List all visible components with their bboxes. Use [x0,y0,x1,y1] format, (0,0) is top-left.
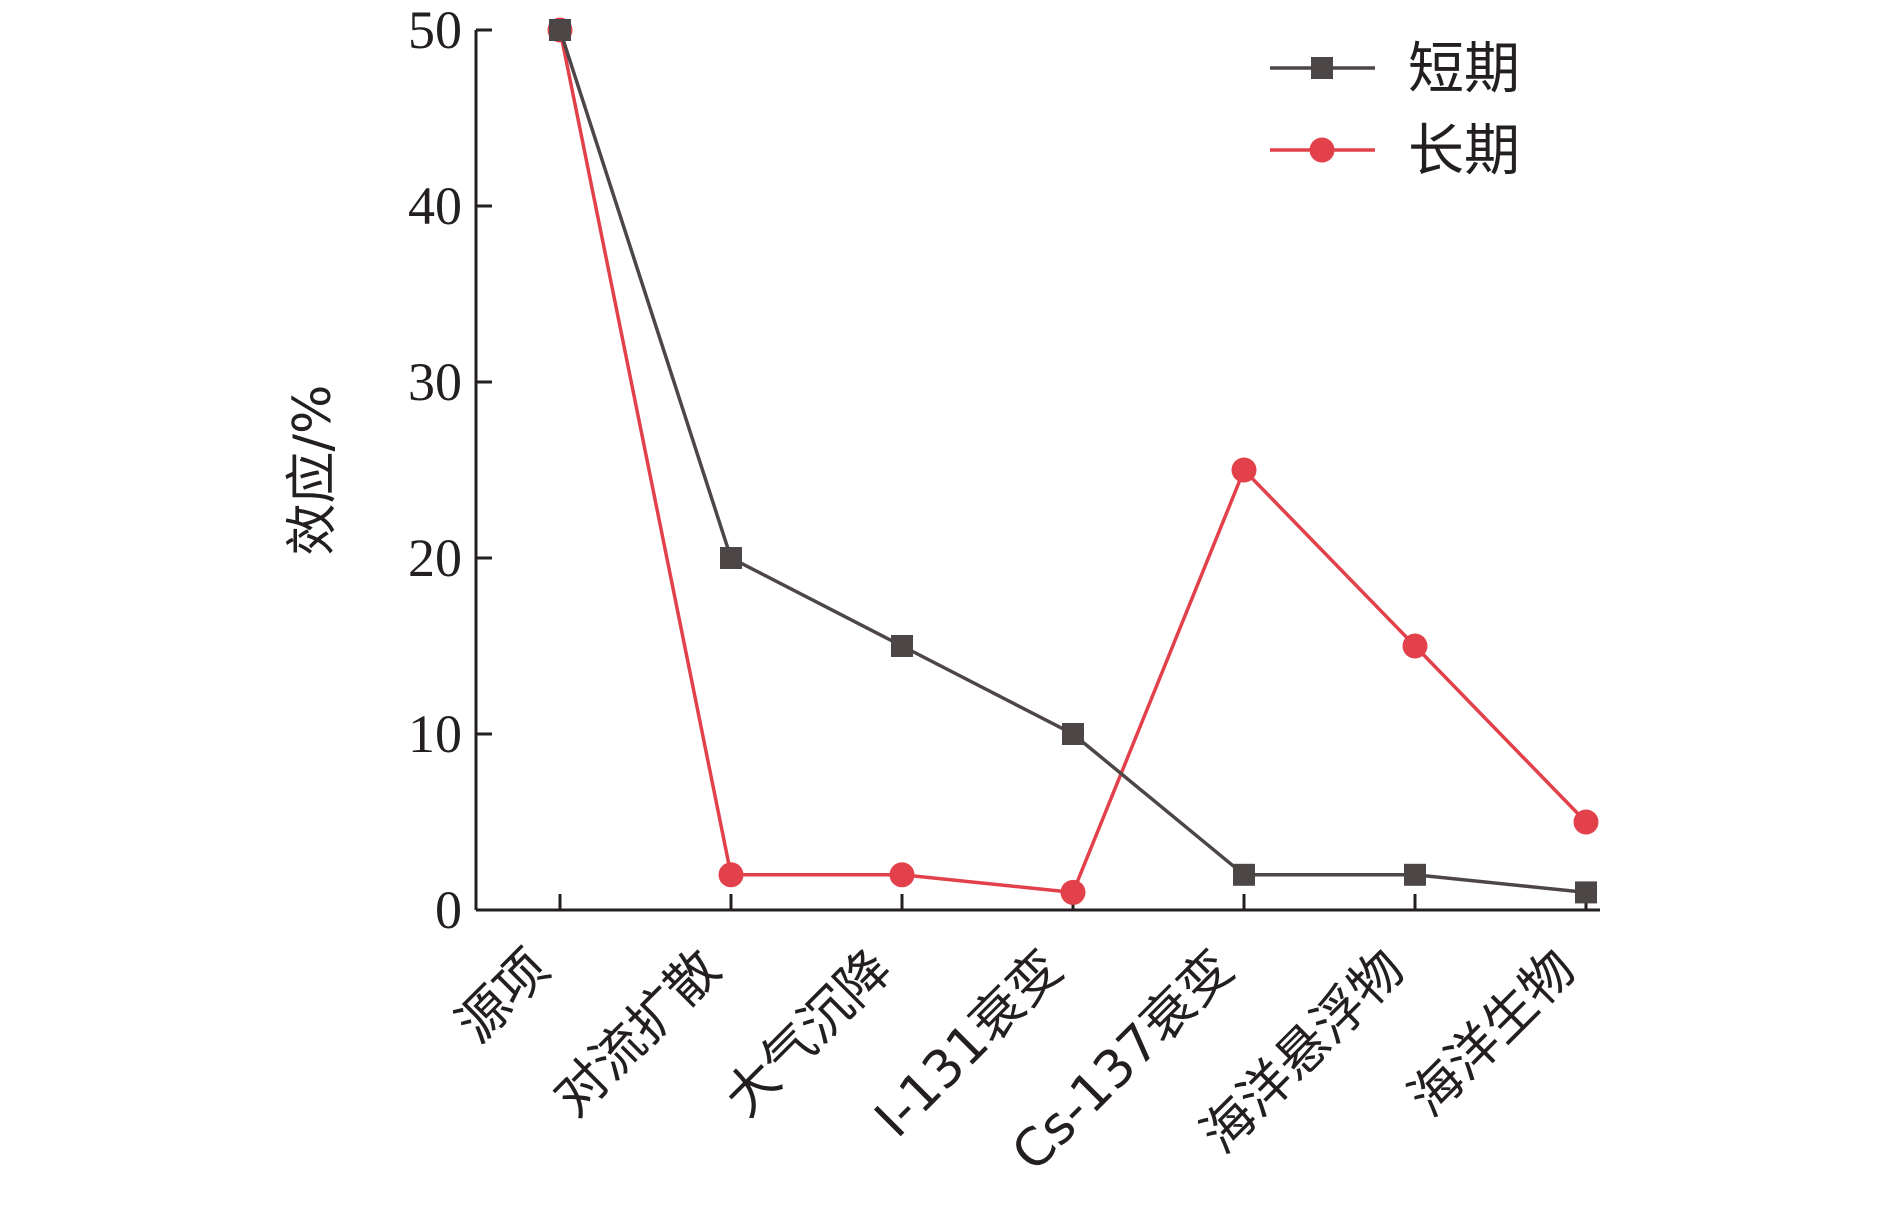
y-tick-label: 0 [435,880,462,940]
data-point [1404,863,1426,886]
y-tick-label: 40 [408,176,462,236]
legend-label: 短期 [1408,37,1520,102]
y-tick-label: 30 [408,352,462,412]
x-tick-label: 源项 [445,939,561,1055]
y-axis-label: 效应/% [283,385,343,556]
data-point [1402,633,1428,659]
series-layer [547,17,1599,905]
legend-marker [1309,137,1335,163]
x-tick-label: 对流扩散 [543,939,733,1129]
data-point [1575,881,1597,904]
data-point [549,19,571,41]
y-tick-label: 20 [408,528,462,588]
data-point [1573,809,1599,835]
data-point [891,635,913,657]
legend-item: 短期 [1270,37,1520,102]
x-tick-label: 海洋生物 [1398,939,1588,1129]
axes [474,30,1600,912]
data-point [889,862,915,888]
series-0 [549,19,1597,904]
data-point [720,547,742,569]
data-point [1060,879,1086,905]
data-point [718,862,744,888]
legend-item: 长期 [1270,119,1520,184]
legend-marker [1311,57,1333,79]
data-point [1231,457,1257,483]
y-ticks: 0 10 20 30 40 50 [408,0,492,940]
data-point [1233,863,1255,886]
y-tick-label: 10 [408,704,462,764]
y-tick-label: 50 [408,0,462,60]
data-point [1062,723,1084,745]
legend-label: 长期 [1408,119,1520,184]
